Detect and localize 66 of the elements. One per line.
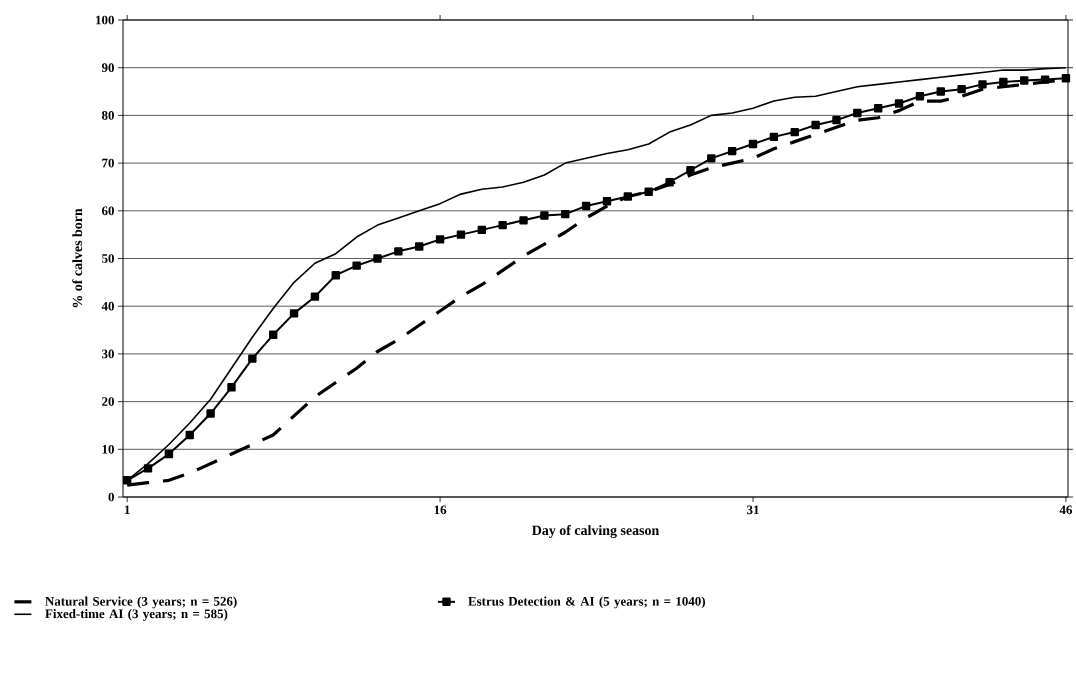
- y-tick-label: 20: [102, 397, 114, 406]
- point: [853, 108, 862, 118]
- point: [748, 139, 758, 149]
- point: [1040, 75, 1050, 84]
- point: [832, 115, 841, 125]
- point: [790, 127, 799, 137]
- y-tick-label: 50: [102, 254, 114, 263]
- point: [540, 211, 549, 220]
- y-tick-label: 100: [96, 15, 114, 25]
- point: [894, 99, 904, 108]
- y-axis-title: % of calves born: [72, 208, 83, 308]
- point: [415, 242, 424, 251]
- point: [978, 80, 987, 89]
- point: [873, 104, 883, 113]
- point: [957, 84, 966, 94]
- legend-label: Natural Service (3 years; n = 526): [45, 596, 237, 609]
- point: [310, 292, 320, 301]
- point: [289, 309, 299, 318]
- point: [269, 330, 278, 340]
- point: [164, 449, 174, 459]
- legend-label: Fixed-time AI (3 years; n = 585): [45, 609, 228, 621]
- point: [248, 354, 257, 363]
- point: [936, 87, 945, 96]
- point: [727, 146, 737, 156]
- point: [561, 209, 570, 219]
- point: [769, 132, 779, 142]
- point: [185, 430, 194, 440]
- point: [1020, 76, 1029, 85]
- point: [811, 120, 820, 130]
- point: [999, 77, 1008, 87]
- point: [915, 92, 925, 101]
- point: [644, 187, 653, 196]
- y-tick-label: 30: [102, 349, 114, 359]
- point: [707, 154, 716, 163]
- y-tick-label: 80: [101, 111, 114, 120]
- point: [623, 192, 633, 201]
- y-tick-label: 90: [101, 63, 114, 73]
- x-tick-label: 46: [1059, 505, 1073, 515]
- point: [227, 383, 236, 392]
- y-tick-label: 0: [108, 492, 114, 502]
- point: [519, 216, 528, 225]
- point: [435, 235, 445, 244]
- point: [352, 261, 361, 270]
- y-tick-label: 40: [101, 301, 114, 311]
- x-tick-label: 31: [747, 505, 759, 515]
- point: [602, 197, 612, 206]
- x-axis-title: Day of calving season: [532, 525, 660, 538]
- point: [373, 254, 382, 263]
- point: [665, 177, 674, 187]
- x-tick-label: 1: [124, 505, 130, 515]
- y-tick-label: 70: [102, 158, 114, 168]
- point: [331, 270, 340, 280]
- y-tick-label: 10: [102, 444, 114, 454]
- point: [1061, 73, 1071, 83]
- point: [122, 476, 132, 485]
- point: [394, 247, 403, 256]
- point: [143, 464, 153, 473]
- point: [206, 409, 215, 418]
- y-tick-label: 60: [101, 206, 114, 216]
- legend-label: Estrus Detection & AI (5 years; n = 1040): [468, 596, 705, 609]
- point: [498, 220, 507, 230]
- point: [477, 225, 487, 235]
- point: [581, 201, 591, 211]
- x-tick-label: 16: [434, 505, 447, 515]
- point: [456, 230, 466, 239]
- point: [686, 166, 695, 175]
